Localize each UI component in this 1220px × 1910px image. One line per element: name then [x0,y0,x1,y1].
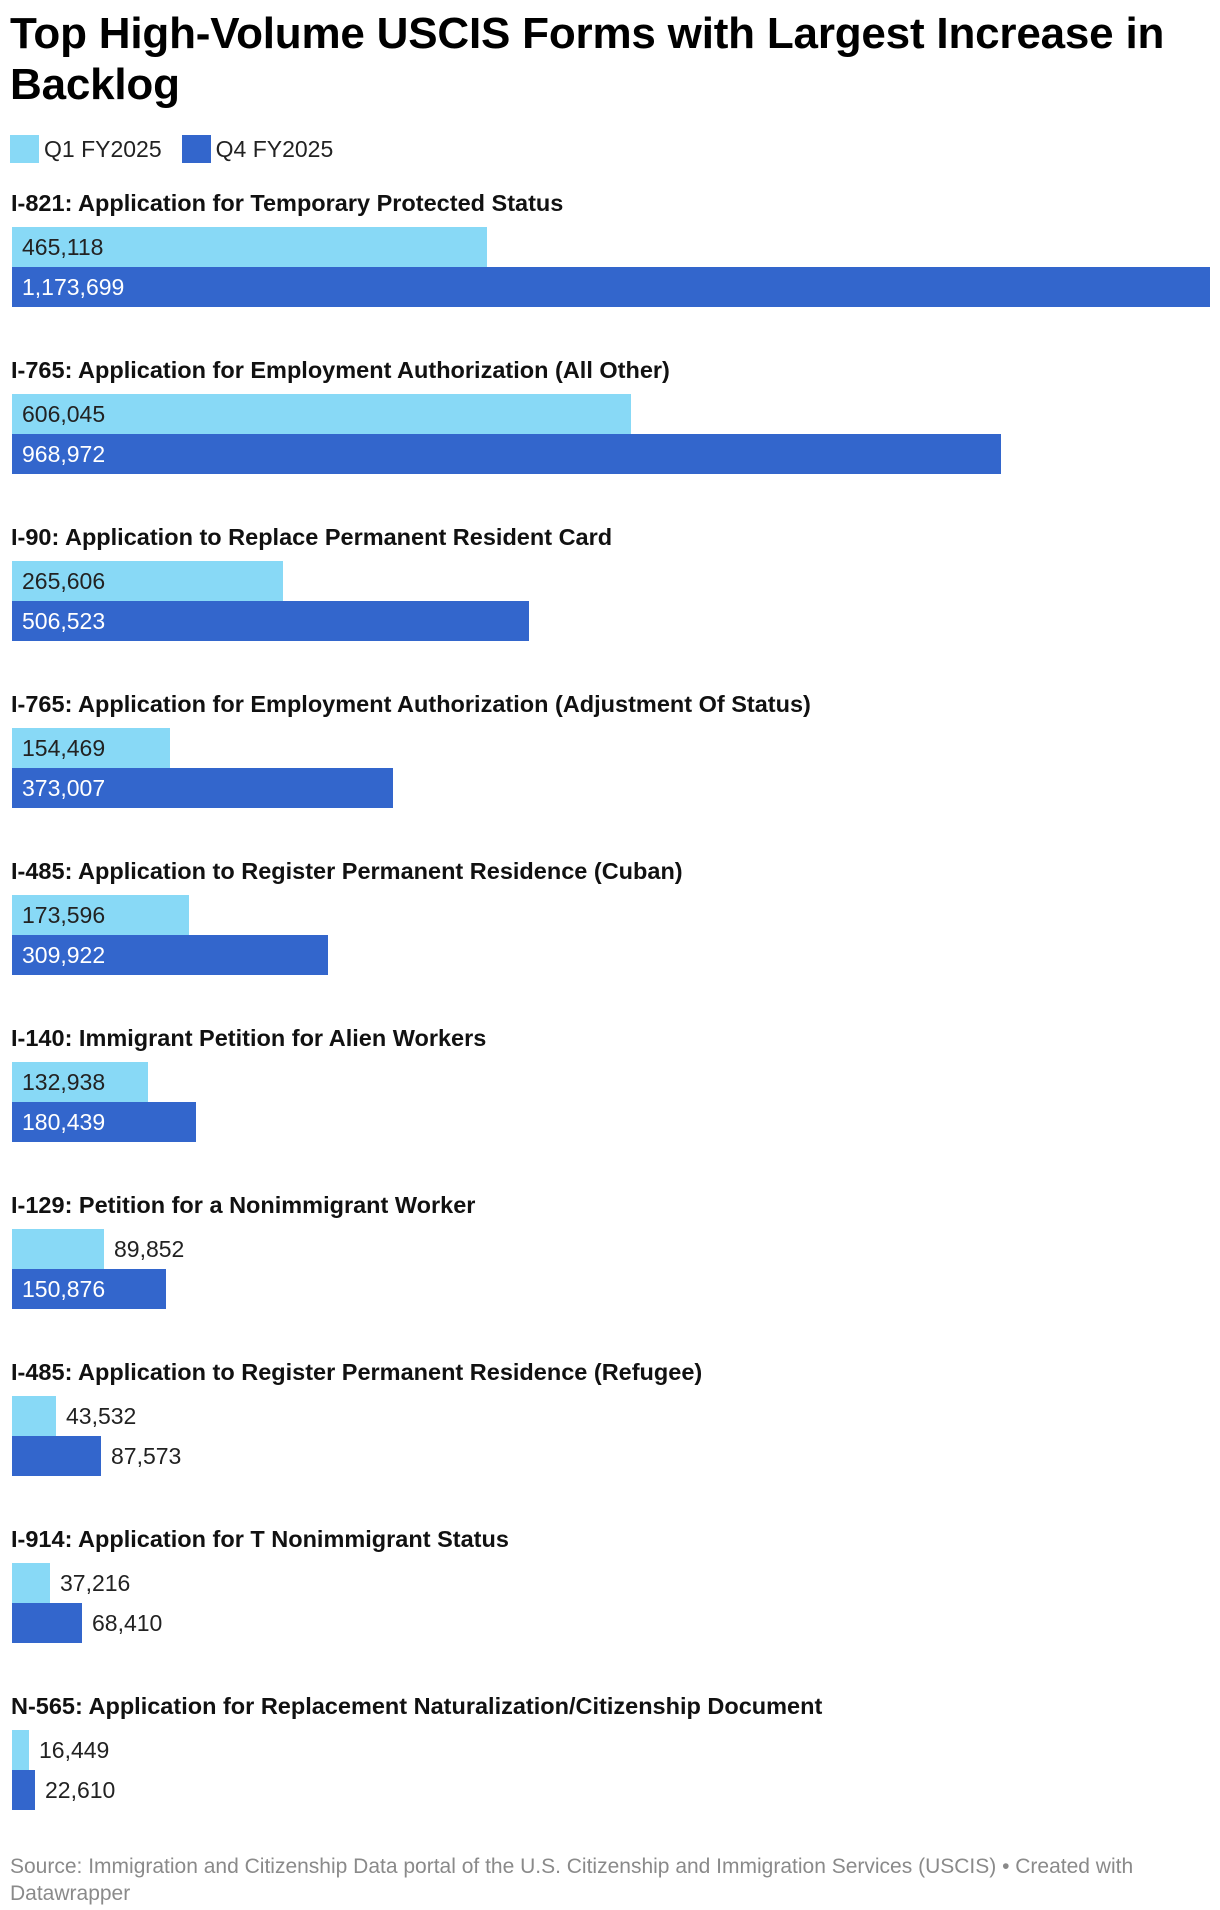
chart-title: Top High-Volume USCIS Forms with Largest… [10,9,1165,109]
category-label: I-765: Application for Employment Author… [11,691,811,717]
category-label: I-485: Application to Register Permanent… [11,858,683,884]
data-label: 173,596 [22,902,106,928]
legend-swatch-q1 [10,135,39,163]
data-label: 309,922 [22,942,106,968]
category-label: I-765: Application for Employment Author… [11,357,670,383]
bar-q4 [12,1436,101,1476]
category-label: I-140: Immigrant Petition for Alien Work… [11,1025,487,1051]
category-label: I-821: Application for Temporary Protect… [11,190,564,216]
data-label: 16,449 [39,1737,110,1763]
bar-q4 [12,434,1001,474]
data-label: 180,439 [22,1109,106,1135]
bar-q1 [12,1563,50,1603]
bar-q4 [12,1269,166,1309]
data-label: 506,523 [22,608,106,634]
bar-q4 [12,601,529,641]
data-label: 68,410 [92,1610,163,1636]
data-label: 89,852 [114,1236,185,1262]
data-label: 465,118 [22,234,104,260]
source-footer: Source: Immigration and Citizenship Data… [10,1855,1134,1905]
data-label: 37,216 [60,1570,131,1596]
bar-q4 [12,768,393,808]
category-label: N-565: Application for Replacement Natur… [11,1693,823,1719]
category-label: I-90: Application to Replace Permanent R… [11,524,613,550]
bar-q1 [12,1062,148,1102]
bar-q1 [12,227,487,267]
bar-q1 [12,1229,104,1269]
data-label: 132,938 [22,1069,106,1095]
bar-q4 [12,1770,35,1810]
data-label: 22,610 [45,1777,116,1803]
category-label: I-914: Application for T Nonimmigrant St… [11,1526,509,1552]
category-label: I-129: Petition for a Nonimmigrant Worke… [11,1192,476,1218]
legend-swatch-q4 [181,135,211,163]
data-label: 154,469 [22,735,106,761]
bar-q4 [12,1102,196,1142]
data-label: 150,876 [22,1276,106,1302]
legend: Q1 FY2025 Q4 FY2025 [10,134,353,164]
data-label: 373,007 [22,775,106,801]
bar-q1 [12,1396,56,1436]
data-label: 43,532 [66,1403,137,1429]
legend-label-q4: Q4 FY2025 [215,135,334,162]
bar-q1 [12,728,170,768]
bar-q4 [12,267,1210,307]
legend-label-q1: Q1 FY2025 [44,135,162,162]
data-label: 87,573 [111,1443,182,1469]
legend-item-q4: Q4 FY2025 [181,135,334,163]
data-label: 968,972 [22,441,106,467]
bar-q4 [12,1603,82,1643]
bar-q1 [12,394,631,434]
bar-q1 [12,895,189,935]
category-label: I-485: Application to Register Permanent… [11,1359,703,1385]
bar-q1 [12,1730,29,1770]
data-label: 265,606 [22,568,106,594]
data-label: 606,045 [22,401,106,427]
bar-q4 [12,935,328,975]
legend-item-q1: Q1 FY2025 [10,135,162,163]
data-label: 1,173,699 [22,274,125,300]
bar-q1 [12,561,283,601]
